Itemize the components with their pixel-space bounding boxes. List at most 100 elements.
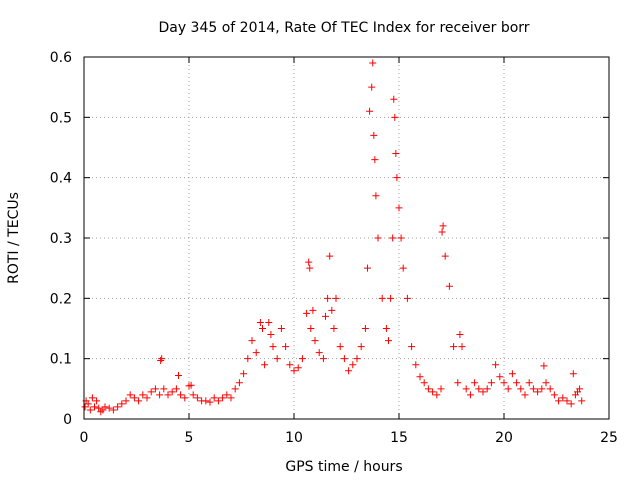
data-point <box>540 362 548 370</box>
data-point <box>244 355 252 363</box>
data-point <box>462 385 470 393</box>
data-point <box>248 337 256 345</box>
data-point <box>273 355 281 363</box>
data-point <box>389 234 397 242</box>
data-point <box>492 361 500 369</box>
y-axis: 0 0.1 0.2 0.3 0.4 0.5 0.6 <box>50 50 609 428</box>
data-point <box>438 228 446 236</box>
data-point <box>559 394 567 402</box>
data-point <box>471 379 479 387</box>
data-point <box>368 83 376 91</box>
data-point <box>450 343 458 351</box>
data-point <box>385 337 392 345</box>
data-point <box>114 403 122 411</box>
data-point <box>370 131 378 139</box>
data-point <box>147 388 155 396</box>
data-point <box>187 381 195 389</box>
data-point <box>306 264 314 272</box>
data-point <box>576 385 584 393</box>
data-point <box>496 373 504 381</box>
data-point <box>126 391 134 399</box>
data-point <box>429 388 437 396</box>
data-point <box>319 355 327 363</box>
data-point <box>157 356 165 364</box>
data-point <box>424 385 432 393</box>
data-point <box>81 403 89 411</box>
data-point <box>458 343 466 351</box>
data-point <box>303 309 311 317</box>
data-point <box>214 397 222 405</box>
data-point <box>286 361 294 369</box>
data-point <box>223 391 231 399</box>
data-point <box>267 331 275 339</box>
data-point <box>391 113 399 121</box>
data-point <box>336 343 344 351</box>
data-point <box>361 325 369 332</box>
data-point <box>206 398 214 406</box>
data-point <box>374 234 382 242</box>
data-point <box>122 397 130 405</box>
y-axis-label: ROTI / TECUs <box>6 192 22 284</box>
data-point <box>189 391 197 399</box>
data-point <box>227 394 235 402</box>
plot-frame <box>83 56 610 420</box>
data-point <box>307 325 315 332</box>
data-point <box>240 370 248 378</box>
data-point <box>390 95 398 103</box>
data-point <box>231 385 239 393</box>
data-point <box>252 349 260 357</box>
data-point <box>445 282 453 290</box>
data-point <box>277 325 285 332</box>
data-point <box>387 294 395 302</box>
y-tick-label: 0.5 <box>50 110 72 126</box>
data-point <box>261 361 269 369</box>
data-point <box>529 385 537 393</box>
data-point <box>93 397 101 405</box>
data-point <box>395 204 403 212</box>
x-axis: 0 5 10 15 20 25 <box>80 57 618 446</box>
data-point <box>330 325 338 332</box>
data-point <box>483 385 491 393</box>
data-point <box>181 394 189 402</box>
data-point <box>305 258 313 266</box>
data-point <box>569 370 577 378</box>
data-point <box>118 400 126 408</box>
data-point <box>353 355 361 363</box>
data-point <box>369 59 377 67</box>
data-point <box>550 391 558 399</box>
data-point <box>513 379 521 387</box>
data-point <box>101 403 109 411</box>
data-point <box>479 388 487 396</box>
data-point <box>322 312 329 320</box>
data-point <box>567 400 575 408</box>
data-point <box>439 222 447 230</box>
data-point <box>139 391 147 399</box>
y-tick-label: 0 <box>63 412 72 428</box>
data-point <box>259 325 266 332</box>
data-point <box>298 355 306 363</box>
data-point <box>364 264 371 272</box>
chart-title: Day 345 of 2014, Rate Of TEC Index for r… <box>158 20 529 36</box>
data-point <box>256 318 264 326</box>
data-point <box>177 391 185 399</box>
data-point <box>294 364 302 372</box>
data-point <box>466 391 474 399</box>
data-point <box>168 388 176 396</box>
data-point <box>555 397 563 405</box>
x-tick-label: 0 <box>80 430 89 446</box>
data-point <box>500 379 508 387</box>
x-axis-label: GPS time / hours <box>285 459 402 475</box>
data-point <box>542 379 550 387</box>
x-tick-label: 20 <box>495 430 513 446</box>
y-tick-label: 0.3 <box>50 231 72 247</box>
x-tick-label: 5 <box>185 430 194 446</box>
data-point <box>164 391 172 399</box>
y-tick-label: 0.1 <box>50 352 72 368</box>
data-point <box>332 294 340 302</box>
data-point <box>357 343 365 351</box>
data-point <box>397 234 405 242</box>
data-point <box>210 394 218 402</box>
data-point <box>311 337 319 345</box>
data-point <box>290 367 298 375</box>
data-point <box>420 379 428 387</box>
